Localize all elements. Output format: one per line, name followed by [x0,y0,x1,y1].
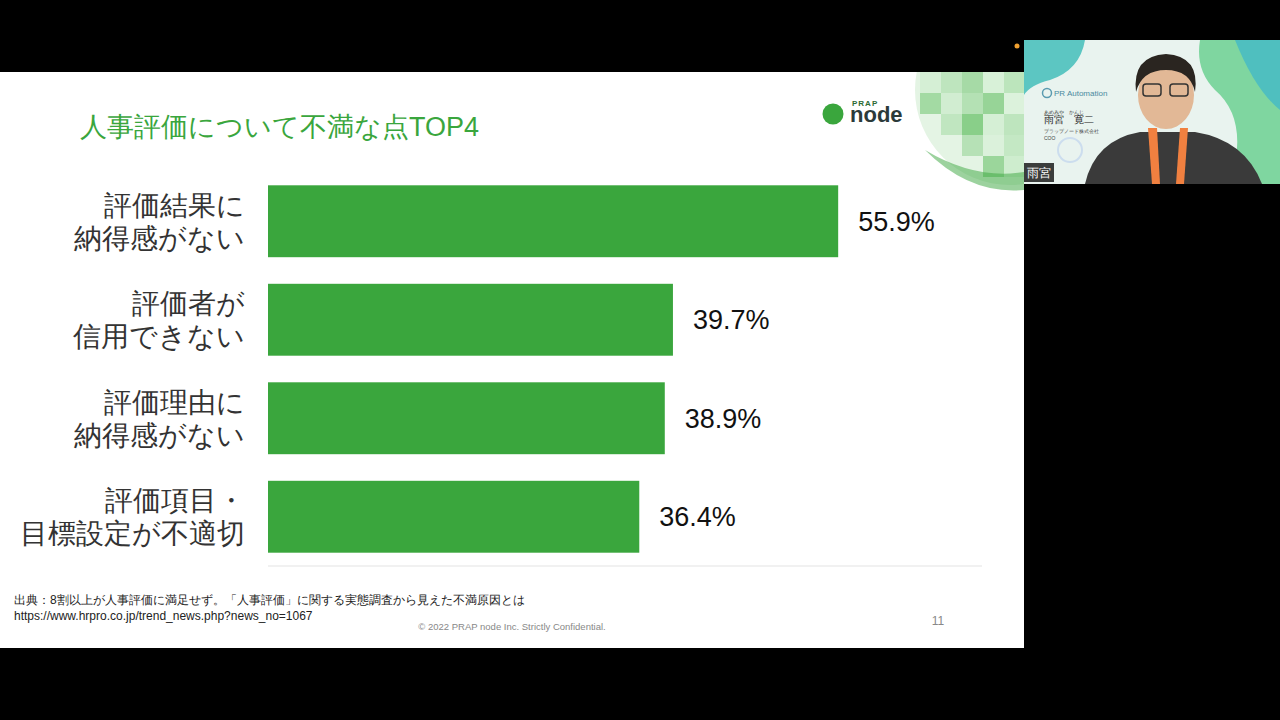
category-label-line: 評価者が [132,288,245,319]
category-label-line: 目標設定が不適切 [20,518,245,549]
bar [268,481,639,553]
deco-tile [920,93,941,114]
deco-tile [1004,135,1024,156]
category-label: 評価結果に納得感がない [74,190,245,254]
category-label-line: 納得感がない [74,420,245,451]
deco-blob [915,72,1024,185]
lanyard [1148,128,1160,184]
deco-tile [941,114,962,135]
card-ring [1058,138,1082,162]
data-label: 55.9% [858,207,935,237]
deco-tile [1004,93,1024,114]
cam-blob [1235,40,1280,110]
deco-swoosh [925,150,1024,191]
slide-page [0,72,1024,648]
logo-dot [823,104,844,125]
deco-tile [983,72,1004,93]
role: COO [1044,135,1056,141]
deco-tile [1004,114,1024,135]
presenter-name: 雨宮 寛二 [1044,114,1094,125]
deco-tile [983,114,1004,135]
slide: 人事評価について不満な点TOP4PRAPnode評価結果に納得感がない55.9%… [0,0,1105,648]
webcam: PR Automationあめみや かんじ雨宮 寛二プラップノード株式会社COO… [1024,40,1280,184]
source-url: https://www.hrpro.co.jp/trend_news.php?n… [14,609,313,623]
deco-tile [1004,72,1024,93]
category-label: 評価理由に納得感がない [74,387,245,451]
bar [268,284,673,356]
company: プラップノード株式会社 [1044,128,1099,134]
deco-tile [983,93,1004,114]
participant-label: 雨宮 [1027,166,1051,180]
source-text: 出典：8割以上が人事評価に満足せず。「人事評価」に関する実態調査から見えた不満原… [14,593,525,607]
chart: 評価結果に納得感がない55.9%評価者が信用できない39.7%評価理由に納得感が… [20,185,982,566]
logo-main: node [850,102,903,127]
label-bg [1024,163,1054,182]
deco-tile [962,72,983,93]
data-label: 36.4% [659,502,736,532]
cam-blob [1024,40,1085,95]
deco-tile [983,135,1004,156]
page-number: 11 [932,614,945,628]
category-label: 評価項目・目標設定が不適切 [20,485,245,549]
glasses [1170,84,1188,96]
category-label-line: 信用できない [73,321,245,352]
background [0,0,1280,720]
person-body [1085,132,1262,184]
copyright: © 2022 PRAP node Inc. Strictly Confident… [418,621,605,632]
deco-tile [962,93,983,114]
chart-title: 人事評価について不満な点TOP4 [80,112,479,142]
data-label: 38.9% [685,404,762,434]
decoration [915,72,1024,191]
data-label: 39.7% [693,305,770,335]
deco-tile [962,114,983,135]
bar [268,382,665,454]
value-axis-line [268,566,982,567]
category-label-line: 評価結果に [104,190,245,221]
brand-icon [1043,89,1052,98]
deco-tile [941,72,962,93]
deco-tile [962,135,983,156]
lanyard [1176,128,1188,184]
bars [268,185,838,552]
category-label-line: 納得感がない [74,223,245,254]
person-hair [1136,54,1196,92]
indicator-dot [1015,44,1020,49]
category-label: 評価者が信用できない [73,288,245,352]
category-label-line: 評価項目・ [105,485,245,516]
screen: 人事評価について不満な点TOP4PRAPnode評価結果に納得感がない55.9%… [0,0,1280,720]
brand-text: PR Automation [1054,89,1107,98]
webcam-feed: PR Automationあめみや かんじ雨宮 寛二プラップノード株式会社COO… [1024,40,1280,184]
glasses [1143,84,1161,96]
deco-tile [920,72,941,93]
bar [268,185,838,257]
deco-tile [941,93,962,114]
category-label-line: 評価理由に [104,387,245,418]
cam-bg [1024,40,1280,184]
